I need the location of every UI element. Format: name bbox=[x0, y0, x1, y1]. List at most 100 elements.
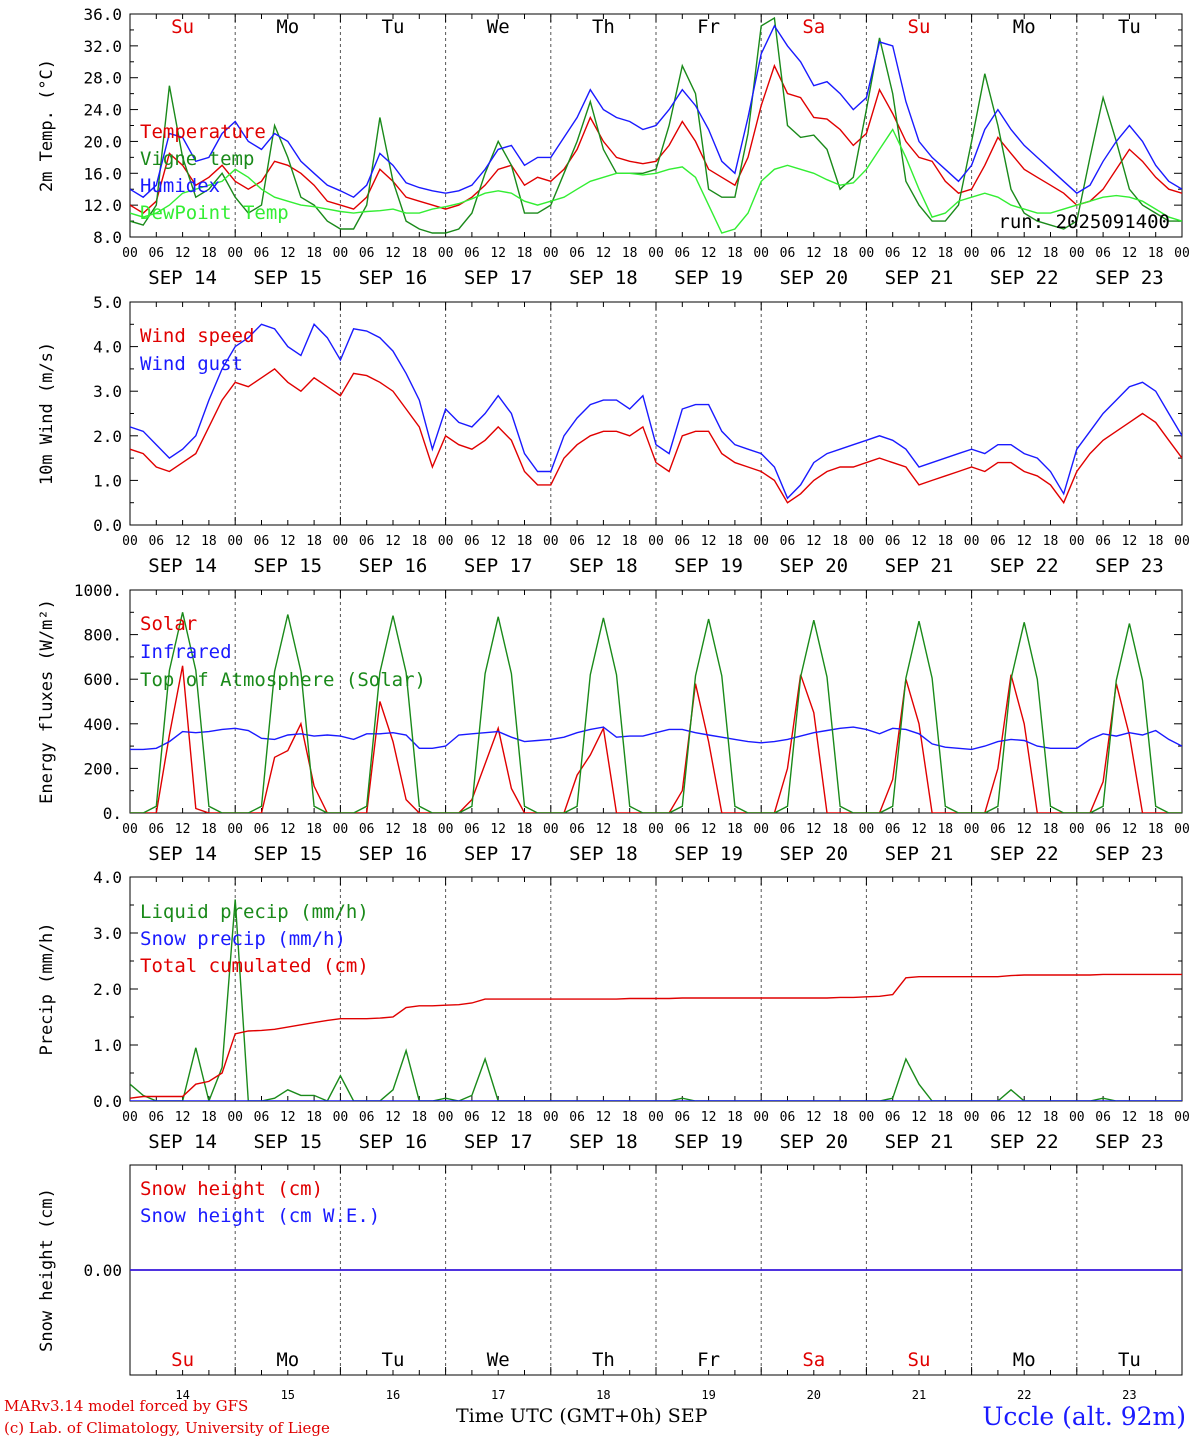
hour-tick-label: 06 bbox=[1095, 246, 1111, 261]
date-label: SEP 20 bbox=[779, 1131, 848, 1153]
x-axis-title-text: Time UTC (GMT+0h) bbox=[456, 1405, 662, 1427]
hour-tick-label: 06 bbox=[359, 534, 375, 549]
weekday-label: Sa bbox=[802, 1349, 825, 1371]
hour-tick-label: 00 bbox=[1069, 534, 1085, 549]
hour-tick-label: 00 bbox=[1174, 1110, 1190, 1125]
hour-tick-label: 00 bbox=[1069, 822, 1085, 837]
date-label: SEP 15 bbox=[253, 555, 322, 577]
date-label: SEP 17 bbox=[464, 555, 533, 577]
hour-tick-label: 00 bbox=[648, 822, 664, 837]
hour-tick-label: 00 bbox=[753, 822, 769, 837]
date-label: SEP 17 bbox=[464, 267, 533, 289]
date-label: SEP 18 bbox=[569, 555, 638, 577]
hour-tick-label: 12 bbox=[701, 1110, 717, 1125]
hour-tick-label: 12 bbox=[701, 822, 717, 837]
hour-tick-label: 00 bbox=[859, 1110, 875, 1125]
y-tick-label: 24.0 bbox=[83, 101, 122, 120]
hour-tick-label: 12 bbox=[175, 1110, 191, 1125]
date-label: SEP 16 bbox=[359, 267, 428, 289]
hour-tick-label: 18 bbox=[727, 246, 743, 261]
hour-tick-label: 06 bbox=[464, 246, 480, 261]
hour-tick-label: 12 bbox=[490, 534, 506, 549]
y-tick-label: 1.0 bbox=[93, 1036, 122, 1055]
weekday-label: We bbox=[487, 16, 510, 38]
hour-tick-label: 18 bbox=[1148, 822, 1164, 837]
date-label: SEP 21 bbox=[885, 1131, 954, 1153]
date-label: SEP 14 bbox=[148, 1131, 217, 1153]
hour-tick-label: 06 bbox=[148, 1110, 164, 1125]
hour-tick-label: 00 bbox=[1069, 1110, 1085, 1125]
hour-tick-label: 06 bbox=[464, 1110, 480, 1125]
hour-tick-label: 18 bbox=[411, 822, 427, 837]
hour-tick-label: 06 bbox=[359, 246, 375, 261]
date-label: SEP 22 bbox=[990, 1131, 1059, 1153]
x-axis-title: Time UTC (GMT+0h) SEP bbox=[456, 1405, 707, 1427]
hour-tick-label: 18 bbox=[832, 822, 848, 837]
hour-tick-label: 18 bbox=[201, 1110, 217, 1125]
y-axis-label: 10m Wind (m/s) bbox=[37, 342, 57, 485]
day-number-label: 20 bbox=[807, 1388, 821, 1402]
hour-tick-label: 18 bbox=[306, 1110, 322, 1125]
series-line-1 bbox=[130, 899, 1182, 1101]
hour-tick-label: 18 bbox=[937, 246, 953, 261]
weekday-label: Tu bbox=[382, 1349, 405, 1371]
weekday-label: Mo bbox=[276, 1349, 299, 1371]
hour-tick-label: 12 bbox=[1122, 534, 1138, 549]
hour-tick-label: 06 bbox=[885, 246, 901, 261]
series-line-3 bbox=[130, 24, 1182, 199]
legend-entry: Snow height (cm) bbox=[140, 1178, 323, 1200]
chart-panel-4: 0.0 1.0 2.0 3.0 4.0 Precip (mm/h) 00 06 12 18 SEP … bbox=[37, 868, 1190, 1153]
legend-entry: Snow precip (mm/h) bbox=[140, 928, 346, 950]
legend-entry: Solar bbox=[140, 613, 197, 635]
legend-entry: Vigne temp bbox=[140, 148, 254, 170]
hour-tick-label: 18 bbox=[1043, 534, 1059, 549]
hour-tick-label: 00 bbox=[333, 534, 349, 549]
hour-tick-label: 00 bbox=[859, 246, 875, 261]
hour-tick-label: 00 bbox=[122, 822, 138, 837]
hour-tick-label: 12 bbox=[385, 534, 401, 549]
date-label: SEP 23 bbox=[1095, 843, 1164, 865]
legend-entry: Temperature bbox=[140, 121, 266, 143]
hour-tick-label: 06 bbox=[780, 1110, 796, 1125]
hour-tick-label: 00 bbox=[964, 534, 980, 549]
y-tick-label: 2.0 bbox=[93, 427, 122, 446]
hour-tick-label: 18 bbox=[832, 1110, 848, 1125]
y-tick-label: 0.0 bbox=[93, 1092, 122, 1111]
day-number-label: 17 bbox=[491, 1388, 505, 1402]
y-tick-label: 600. bbox=[83, 670, 122, 689]
hour-tick-label: 18 bbox=[411, 1110, 427, 1125]
series-line-4 bbox=[130, 128, 1182, 234]
weekday-label: Mo bbox=[276, 16, 299, 38]
hour-tick-label: 18 bbox=[937, 1110, 953, 1125]
hour-tick-label: 06 bbox=[569, 1110, 585, 1125]
hour-tick-label: 12 bbox=[385, 1110, 401, 1125]
y-tick-label: 400. bbox=[83, 715, 122, 734]
hour-tick-label: 18 bbox=[201, 822, 217, 837]
hour-tick-label: 00 bbox=[438, 534, 454, 549]
hour-tick-label: 18 bbox=[622, 246, 638, 261]
y-tick-label: 20.0 bbox=[83, 132, 122, 151]
hour-tick-label: 12 bbox=[1016, 246, 1032, 261]
day-number-label: 19 bbox=[701, 1388, 715, 1402]
hour-tick-label: 00 bbox=[753, 246, 769, 261]
weekday-label: Mo bbox=[1013, 16, 1036, 38]
hour-tick-label: 12 bbox=[175, 246, 191, 261]
date-label: SEP 23 bbox=[1095, 555, 1164, 577]
hour-tick-label: 00 bbox=[859, 822, 875, 837]
hour-tick-label: 18 bbox=[517, 246, 533, 261]
hour-tick-label: 18 bbox=[622, 1110, 638, 1125]
hour-tick-label: 18 bbox=[727, 822, 743, 837]
hour-tick-label: 00 bbox=[227, 1110, 243, 1125]
y-tick-label: 0. bbox=[103, 804, 122, 823]
hour-tick-label: 00 bbox=[964, 246, 980, 261]
legend-entry: Liquid precip (mm/h) bbox=[140, 901, 369, 923]
hour-tick-label: 00 bbox=[438, 822, 454, 837]
legend-entry: Humidex bbox=[140, 175, 220, 197]
hour-tick-label: 12 bbox=[911, 822, 927, 837]
hour-tick-label: 12 bbox=[806, 246, 822, 261]
x-axis-month: SEP bbox=[667, 1405, 708, 1427]
hour-tick-label: 12 bbox=[280, 246, 296, 261]
hour-tick-label: 18 bbox=[937, 822, 953, 837]
y-tick-label: 5.0 bbox=[93, 293, 122, 312]
